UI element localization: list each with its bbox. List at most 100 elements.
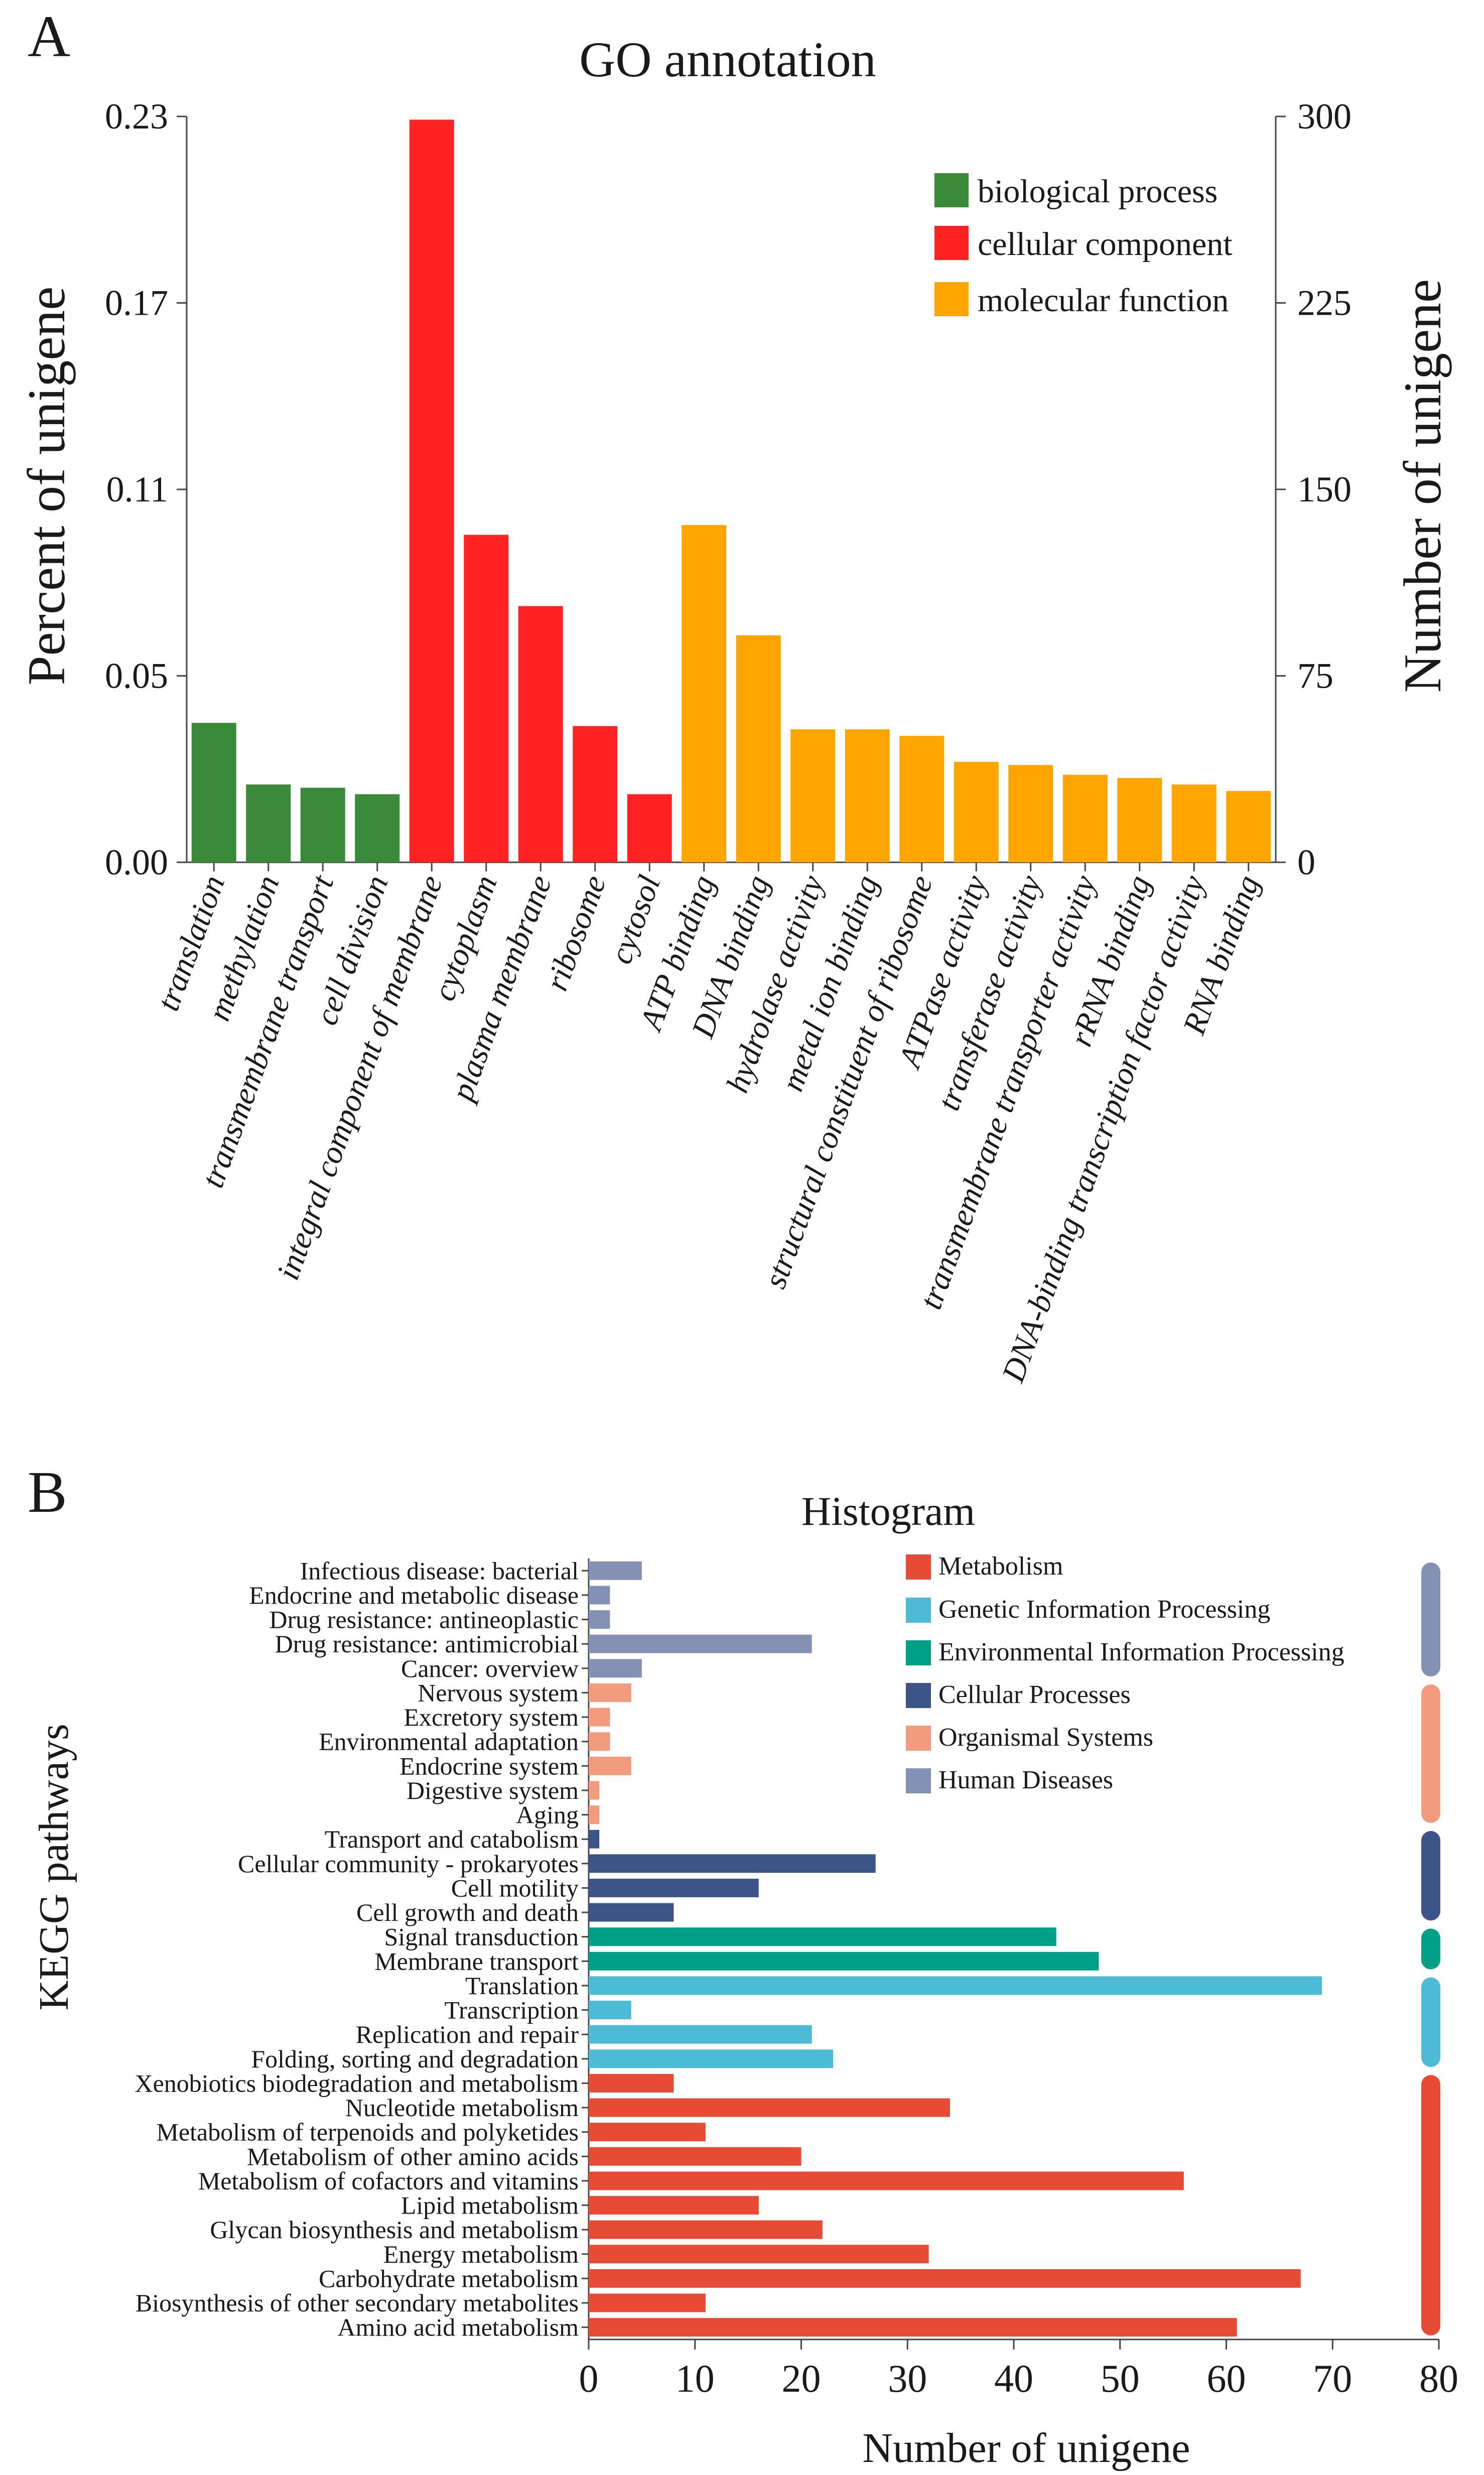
kegg-bar-membrane-transport: [589, 1951, 1099, 1971]
kegg-category-label: Signal transduction: [384, 1923, 579, 1951]
go-bar-translation: [191, 723, 236, 862]
kegg-category-label: Endocrine and metabolic disease: [249, 1581, 579, 1609]
legend-swatch-cellular-component: [934, 226, 969, 260]
go-bar-dna-binding-transcription-factor-activity: [1171, 784, 1217, 862]
go-bar-dna-binding: [736, 635, 781, 862]
kegg-group-indicator-gip: [1421, 1977, 1440, 2067]
legend-label-human-diseases: Human Diseases: [938, 1766, 1113, 1794]
kegg-category-label: Nucleotide metabolism: [345, 2094, 579, 2122]
go-bar-plasma-membrane: [518, 606, 563, 862]
legend-swatch-molecular-function: [934, 282, 969, 316]
kegg-group-indicator-eip: [1421, 1928, 1440, 1970]
kegg-category-label: Environmental adaptation: [319, 1728, 579, 1756]
go-y-tick-label: 0.17: [105, 283, 168, 323]
go-x-ticks: [213, 862, 1250, 871]
kegg-bar-digestive-system: [589, 1781, 600, 1800]
go-y2-tick-label: 150: [1297, 469, 1352, 509]
kegg-bar-excretory-system: [589, 1708, 610, 1727]
go-y-tick-label: 0.05: [105, 656, 168, 696]
kegg-x-tick-label: 30: [888, 2357, 927, 2400]
go-y2-tick-label: 0: [1297, 842, 1315, 882]
go-y2-tick-label: 300: [1297, 96, 1352, 137]
kegg-group-indicator-os: [1421, 1684, 1440, 1823]
kegg-bar-translation: [589, 1976, 1322, 1995]
legend-swatch-environmental-information-processing: [906, 1640, 931, 1665]
kegg-bar-cancer-overview: [589, 1659, 642, 1678]
legend-swatch-human-diseases: [906, 1768, 931, 1793]
kegg-category-label: Amino acid metabolism: [338, 2313, 579, 2341]
go-y2-tick-label: 225: [1297, 283, 1352, 323]
kegg-bar-metabolism-of-terpenoids-and-polyketides: [589, 2123, 706, 2142]
kegg-x-axis-label: Number of unigene: [862, 2425, 1190, 2471]
legend-label-cellular-processes: Cellular Processes: [938, 1680, 1131, 1709]
kegg-category-label: Folding, sorting and degradation: [251, 2045, 579, 2073]
kegg-y-axis-label: KEGG pathways: [31, 1724, 77, 2011]
legend-swatch-biological-process: [934, 173, 969, 207]
panel-b-letter: B: [28, 1459, 67, 1525]
kegg-category-label: Excretory system: [403, 1703, 579, 1731]
go-bar-cytoplasm: [464, 535, 509, 862]
go-bar-cell-division: [355, 794, 400, 862]
kegg-category-label: Cellular community - prokaryotes: [238, 1850, 579, 1878]
go-bar-rrna-binding: [1117, 778, 1162, 862]
kegg-chart-title: Histogram: [801, 1488, 975, 1534]
legend-swatch-genetic-information-processing: [906, 1598, 931, 1623]
kegg-x-tick-label: 50: [1101, 2357, 1140, 2400]
kegg-bar-metabolism-of-cofactors-and-vitamins: [589, 2171, 1184, 2190]
kegg-category-label: Lipid metabolism: [401, 2191, 579, 2220]
kegg-category-label: Energy metabolism: [383, 2240, 579, 2268]
kegg-category-label: Translation: [465, 1972, 579, 2000]
kegg-bar-transport-and-catabolism: [589, 1830, 600, 1849]
kegg-category-label: Aging: [516, 1801, 579, 1829]
kegg-category-label: Infectious disease: bacterial: [300, 1556, 579, 1585]
kegg-category-label: Xenobiotics biodegradation and metabolis…: [134, 2069, 579, 2097]
go-bar-methylation: [246, 784, 291, 862]
kegg-category-label: Digestive system: [407, 1776, 579, 1804]
panel-a: A GO annotation Percent of unigene Numbe…: [17, 4, 1452, 1387]
go-chart-title: GO annotation: [579, 32, 876, 87]
go-legend: biological process cellular component mo…: [934, 173, 1233, 319]
kegg-bar-carbohydrate-metabolism: [589, 2269, 1301, 2288]
legend-swatch-organismal-systems: [906, 1726, 931, 1751]
legend-label-metabolism: Metabolism: [938, 1552, 1063, 1581]
kegg-x-tick-label: 20: [782, 2357, 821, 2400]
kegg-x-ticks: 0 10 20 30 40 50 60 70 80: [579, 2339, 1458, 2400]
go-bar-rna-binding: [1226, 791, 1271, 862]
kegg-bar-biosynthesis-of-other-secondary-metabolites: [589, 2293, 706, 2312]
kegg-group-indicator-m: [1421, 2075, 1440, 2335]
kegg-bar-energy-metabolism: [589, 2245, 929, 2264]
kegg-category-label: Cell growth and death: [356, 1898, 579, 1926]
legend-label-biological-process: biological process: [978, 173, 1218, 210]
go-y2-axis-label: Number of unigene: [1393, 279, 1452, 693]
kegg-bar-amino-acid-metabolism: [589, 2318, 1237, 2337]
kegg-bar-signal-transduction: [589, 1927, 1056, 1946]
legend-swatch-cellular-processes: [906, 1683, 931, 1708]
kegg-bar-replication-and-repair: [589, 2025, 812, 2044]
kegg-category-label: Nervous system: [418, 1678, 579, 1707]
go-y-axis-label: Percent of unigene: [17, 287, 76, 686]
kegg-bar-cell-growth-and-death: [589, 1903, 674, 1922]
legend-label-environmental-information-processing: Environmental Information Processing: [938, 1638, 1344, 1666]
legend-label-molecular-function: molecular function: [978, 282, 1229, 319]
go-bar-transmembrane-transporter-activity: [1062, 774, 1108, 862]
kegg-category-label: Metabolism of other amino acids: [247, 2142, 579, 2170]
go-y2-tick-label: 75: [1297, 656, 1333, 696]
kegg-bar-endocrine-system: [589, 1756, 631, 1775]
kegg-bar-transcription: [589, 2001, 631, 2020]
kegg-category-label: Cell motility: [451, 1874, 579, 1902]
kegg-category-label: Replication and repair: [356, 2020, 579, 2048]
go-bars: [191, 119, 1271, 862]
go-bar-transferase-activity: [1008, 765, 1053, 862]
legend-label-organismal-systems: Organismal Systems: [938, 1723, 1153, 1752]
go-bar-transmembrane-transport: [300, 788, 345, 862]
kegg-category-label: Glycan biosynthesis and metabolism: [210, 2216, 579, 2244]
kegg-bar-folding-sorting-and-degradation: [589, 2049, 834, 2068]
kegg-group-indicators: [1421, 1562, 1440, 2335]
kegg-x-tick-label: 10: [676, 2357, 715, 2400]
kegg-x-tick-label: 60: [1207, 2357, 1246, 2400]
go-y-ticks: 0.00 0.05 0.11 0.17 0.23: [105, 96, 187, 882]
